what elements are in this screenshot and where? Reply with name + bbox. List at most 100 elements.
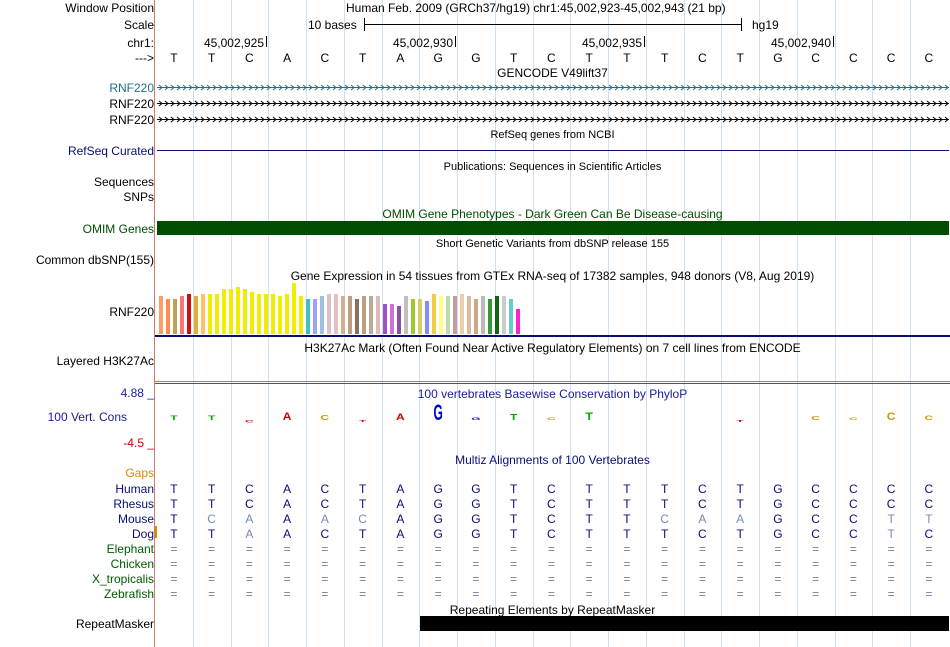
gtex-tissue-bar[interactable] bbox=[509, 299, 513, 334]
gtex-tissue-bar[interactable] bbox=[425, 301, 429, 334]
strand-chevron bbox=[656, 84, 661, 91]
gtex-tissue-bar[interactable] bbox=[201, 294, 205, 334]
gtex-tissue-bar[interactable] bbox=[180, 296, 184, 334]
strand-chevron bbox=[710, 84, 715, 91]
gtex-tissue-bar[interactable] bbox=[488, 299, 492, 334]
gencode-label-2[interactable]: RNF220 bbox=[109, 97, 154, 111]
multiz-species-label[interactable]: Dog bbox=[131, 527, 154, 541]
gtex-tissue-bar[interactable] bbox=[481, 296, 485, 334]
gtex-tissue-bar[interactable] bbox=[173, 299, 177, 334]
publications-snps-label[interactable]: SNPs bbox=[123, 190, 154, 204]
gtex-tissue-bar[interactable] bbox=[187, 294, 191, 334]
gtex-tissue-bar[interactable] bbox=[236, 287, 240, 334]
strand-chevron bbox=[860, 100, 865, 107]
gtex-tissue-bar[interactable] bbox=[495, 296, 499, 334]
dbsnp-label[interactable]: Common dbSNP(155) bbox=[35, 253, 154, 267]
gtex-tissue-bar[interactable] bbox=[194, 296, 198, 334]
multiz-species-label[interactable]: Zebrafish bbox=[103, 587, 154, 601]
publications-sequences-label[interactable]: Sequences bbox=[93, 175, 154, 189]
gtex-tissue-bar[interactable] bbox=[341, 296, 345, 334]
repeatmasker-element[interactable] bbox=[420, 616, 949, 631]
gtex-tissue-bar[interactable] bbox=[215, 294, 219, 334]
strand-chevron bbox=[356, 100, 361, 107]
gtex-tissue-bar[interactable] bbox=[159, 296, 163, 334]
multiz-base: = bbox=[925, 557, 933, 571]
refseq-label[interactable]: RefSeq Curated bbox=[67, 144, 154, 158]
gtex-bar-chart[interactable] bbox=[157, 283, 949, 334]
gtex-tissue-bar[interactable] bbox=[404, 296, 408, 334]
dbsnp-title: Short Genetic Variants from dbSNP releas… bbox=[435, 238, 670, 250]
gencode-transcript-2[interactable] bbox=[157, 100, 949, 107]
gtex-tissue-bar[interactable] bbox=[453, 296, 457, 334]
gtex-tissue-bar[interactable] bbox=[327, 294, 331, 334]
gtex-tissue-bar[interactable] bbox=[439, 296, 443, 334]
gtex-tissue-bar[interactable] bbox=[432, 294, 436, 334]
omim-feature-bar[interactable] bbox=[157, 221, 949, 235]
strand-chevron bbox=[290, 84, 295, 91]
gtex-tissue-bar[interactable] bbox=[208, 294, 212, 334]
gtex-tissue-bar[interactable] bbox=[320, 296, 324, 334]
gtex-tissue-bar[interactable] bbox=[348, 296, 352, 334]
gtex-tissue-bar[interactable] bbox=[383, 304, 387, 334]
omim-label[interactable]: OMIM Genes bbox=[82, 222, 154, 236]
gtex-tissue-bar[interactable] bbox=[222, 289, 226, 334]
gencode-transcript-1[interactable] bbox=[157, 84, 949, 91]
gtex-tissue-bar[interactable] bbox=[271, 294, 275, 334]
strand-chevron bbox=[548, 84, 553, 91]
gtex-tissue-bar[interactable] bbox=[369, 296, 373, 334]
gtex-tissue-bar[interactable] bbox=[285, 294, 289, 334]
gtex-tissue-bar[interactable] bbox=[474, 299, 478, 334]
gtex-tissue-bar[interactable] bbox=[516, 309, 520, 334]
gtex-tissue-bar[interactable] bbox=[313, 299, 317, 334]
gtex-tissue-bar[interactable] bbox=[397, 306, 401, 334]
gtex-tissue-bar[interactable] bbox=[376, 296, 380, 334]
gtex-tissue-bar[interactable] bbox=[257, 294, 261, 334]
multiz-base: A bbox=[283, 512, 292, 526]
gtex-tissue-bar[interactable] bbox=[467, 296, 471, 334]
strand-chevron bbox=[344, 116, 349, 123]
strand-chevron bbox=[758, 100, 763, 107]
strand-chevron bbox=[938, 116, 943, 123]
gtex-tissue-bar[interactable] bbox=[446, 296, 450, 334]
multiz-base: T bbox=[660, 497, 669, 511]
multiz-species-label[interactable]: Rhesus bbox=[113, 497, 154, 511]
strand-chevron bbox=[302, 116, 307, 123]
gencode-label-1[interactable]: RNF220 bbox=[109, 81, 154, 95]
gtex-tissue-bar[interactable] bbox=[460, 294, 464, 334]
gtex-tissue-bar[interactable] bbox=[278, 296, 282, 334]
multiz-species-label[interactable]: Mouse bbox=[117, 512, 154, 526]
gtex-tissue-bar[interactable] bbox=[411, 299, 415, 334]
gtex-tissue-bar[interactable] bbox=[418, 299, 422, 334]
multiz-species-label[interactable]: Human bbox=[115, 482, 154, 496]
strand-chevron bbox=[578, 116, 583, 123]
gencode-transcript-3[interactable] bbox=[157, 116, 949, 123]
multiz-species-label[interactable]: X_tropicalis bbox=[91, 572, 154, 586]
multiz-species-label[interactable]: Elephant bbox=[106, 542, 154, 556]
gtex-tissue-bar[interactable] bbox=[362, 296, 366, 334]
strand-chevron bbox=[788, 116, 793, 123]
gtex-tissue-bar[interactable] bbox=[166, 299, 170, 334]
gtex-tissue-bar[interactable] bbox=[250, 292, 254, 334]
gtex-tissue-bar[interactable] bbox=[355, 299, 359, 334]
repeatmasker-label[interactable]: RepeatMasker bbox=[75, 617, 154, 631]
gtex-tissue-bar[interactable] bbox=[243, 289, 247, 334]
gencode-label-3[interactable]: RNF220 bbox=[109, 113, 154, 127]
h3k27ac-label[interactable]: Layered H3K27Ac bbox=[56, 354, 154, 368]
refseq-transcript[interactable] bbox=[157, 150, 949, 151]
strand-chevron bbox=[374, 116, 379, 123]
strand-chevron bbox=[386, 84, 391, 91]
multiz-base: A bbox=[396, 482, 405, 496]
gtex-tissue-bar[interactable] bbox=[299, 296, 303, 334]
multiz-species-label[interactable]: Chicken bbox=[110, 557, 154, 571]
gtex-tissue-bar[interactable] bbox=[334, 294, 338, 334]
gtex-tissue-bar[interactable] bbox=[306, 299, 310, 334]
gtex-tissue-bar[interactable] bbox=[292, 283, 296, 334]
multiz-gaps-label[interactable]: Gaps bbox=[125, 466, 154, 480]
gtex-label[interactable]: RNF220 bbox=[109, 305, 154, 319]
gtex-tissue-bar[interactable] bbox=[229, 289, 233, 334]
gtex-tissue-bar[interactable] bbox=[390, 304, 394, 334]
gtex-tissue-bar[interactable] bbox=[264, 294, 268, 334]
gtex-tissue-bar[interactable] bbox=[502, 296, 506, 334]
phylop-label[interactable]: 100 Vert. Cons bbox=[47, 410, 127, 424]
